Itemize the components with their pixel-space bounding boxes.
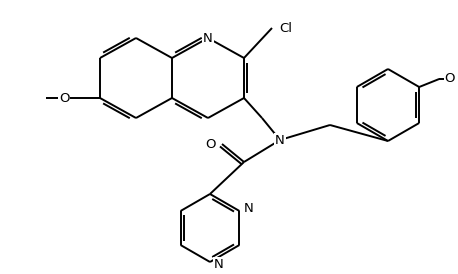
Text: Cl: Cl [279,21,292,35]
Text: O: O [59,92,69,104]
Text: N: N [244,202,253,215]
Text: O: O [206,138,216,150]
Text: N: N [275,133,285,147]
Text: N: N [214,258,224,270]
Text: N: N [203,32,213,44]
Text: O: O [444,73,455,85]
